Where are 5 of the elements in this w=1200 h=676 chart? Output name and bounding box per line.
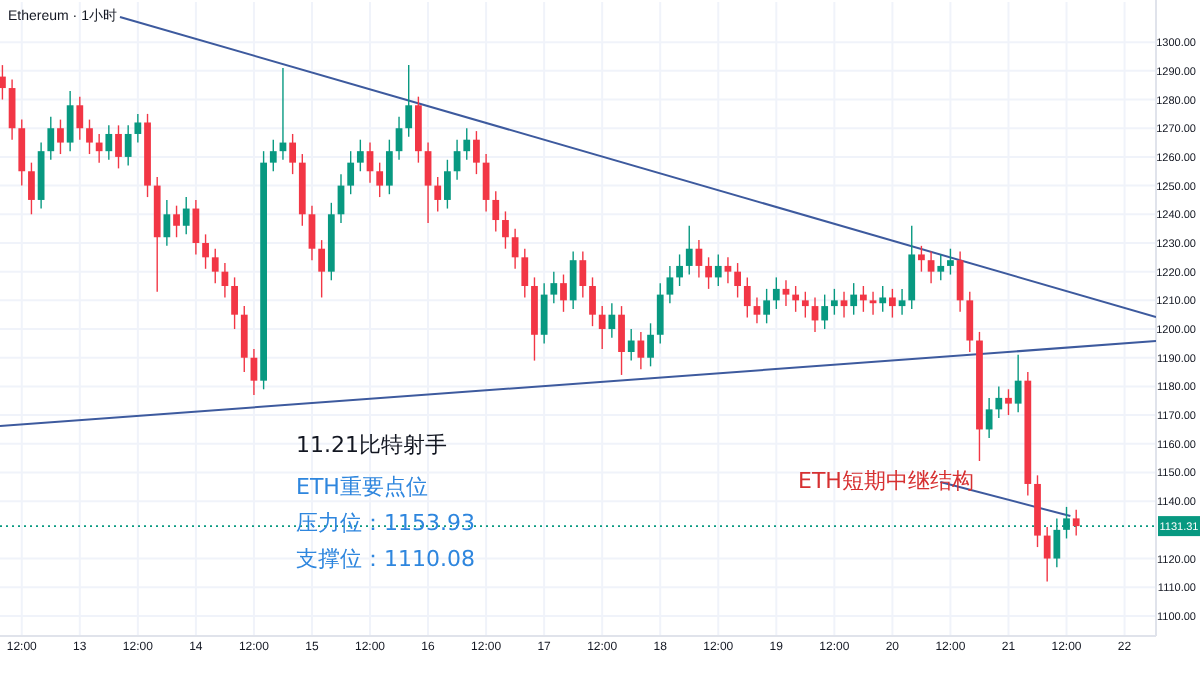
annotation: 压力位：1153.93: [296, 510, 475, 536]
annotation: ETH短期中继结构: [798, 468, 974, 494]
annotation: 11.21比特射手: [296, 432, 447, 458]
annotation: 支撑位：1110.08: [296, 546, 475, 572]
annotation: ETH重要点位: [296, 474, 428, 500]
